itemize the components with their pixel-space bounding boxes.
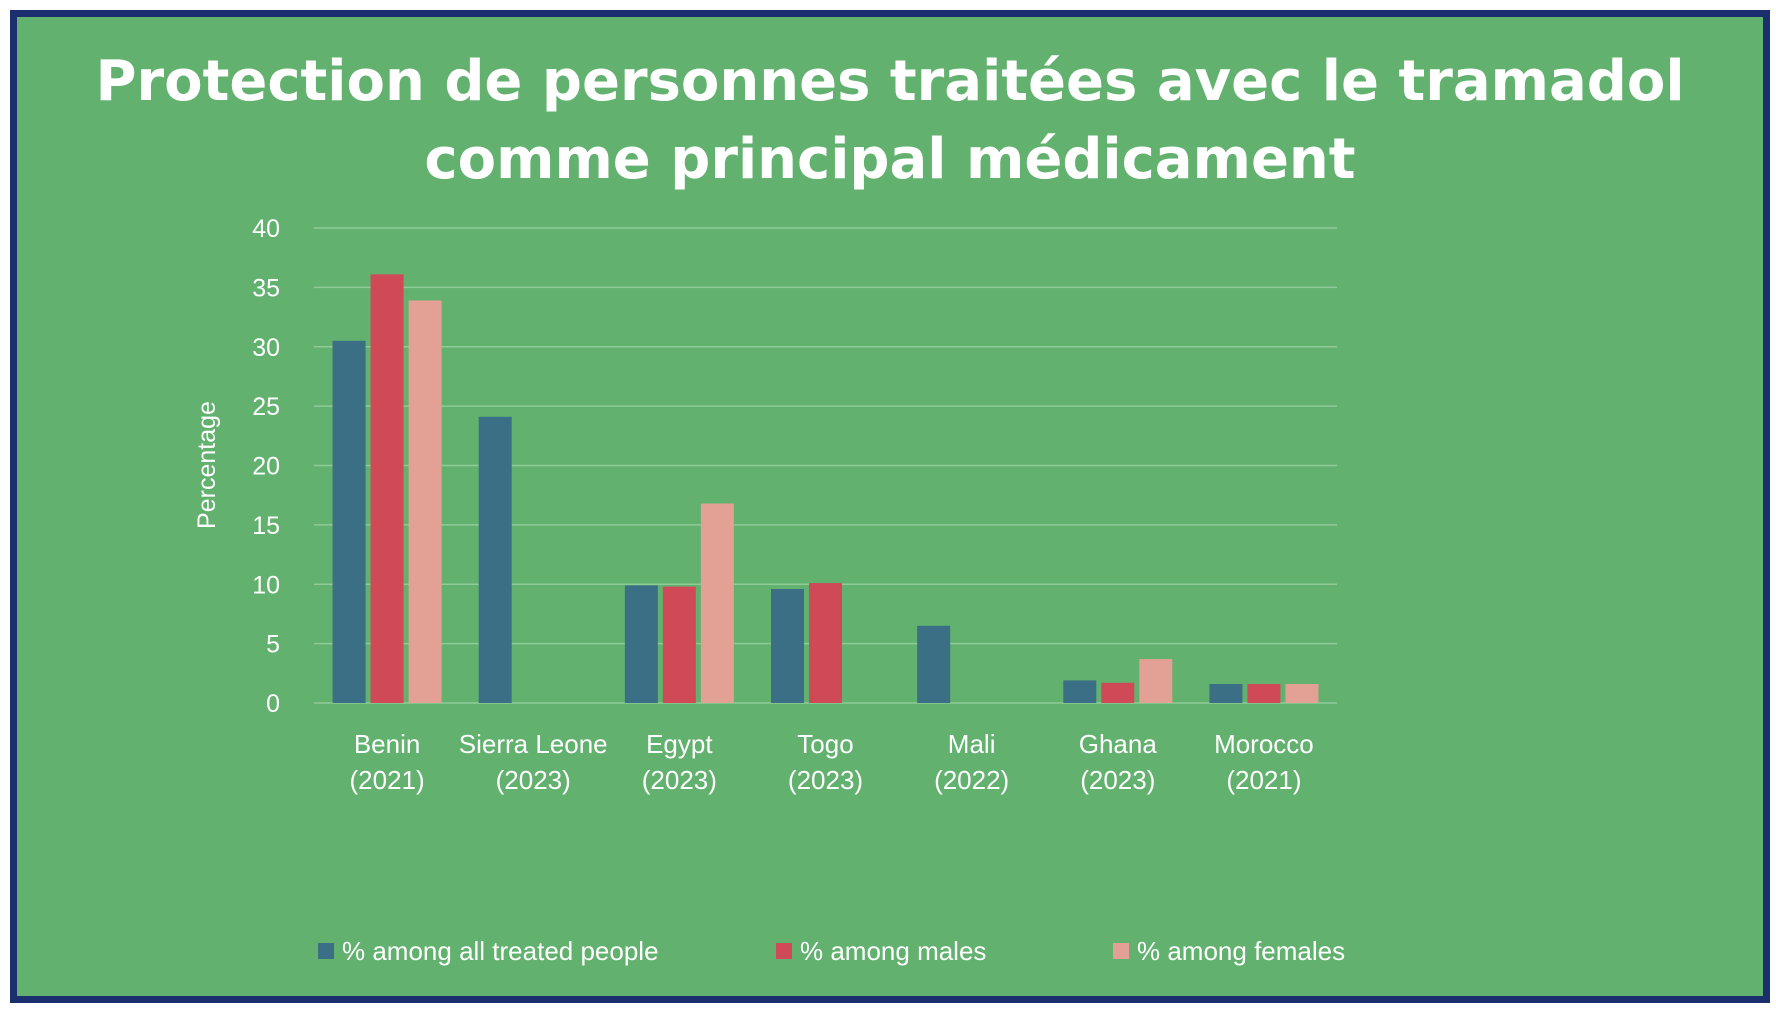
y-tick-label: 40: [252, 215, 280, 243]
legend-swatch: [318, 943, 334, 959]
x-tick-sublabel: (2021): [349, 765, 424, 795]
bar-all: [624, 585, 658, 703]
legend-label: % among all treated people: [342, 936, 659, 966]
legend-swatch: [776, 943, 792, 959]
bar-males: [809, 583, 842, 703]
x-tick-sublabel: (2023): [788, 765, 863, 795]
x-tick-sublabel: (2022): [934, 765, 1009, 795]
x-tick-label: Egypt: [646, 729, 713, 759]
y-tick-label: 5: [266, 631, 280, 659]
chart-title: Protection de personnes traitées avec le…: [95, 49, 1685, 192]
bar-all: [332, 340, 366, 703]
x-tick-label: Togo: [797, 729, 853, 759]
y-tick-label: 25: [252, 393, 280, 421]
x-tick-sublabel: (2023): [642, 765, 717, 795]
legend-label: % among males: [800, 936, 986, 966]
y-tick-label: 0: [266, 690, 280, 718]
y-axis-label: Percentage: [193, 401, 221, 529]
bar-all: [771, 589, 804, 703]
bar-females: [700, 503, 734, 703]
chart-panel: Protection de personnes traitées avec le…: [10, 10, 1770, 1003]
bar-females: [408, 300, 442, 703]
x-tick-label: Benin: [354, 729, 421, 759]
bar-males: [370, 274, 404, 703]
bar-females: [1139, 659, 1173, 703]
y-tick-label: 30: [252, 334, 280, 362]
bar-males: [662, 586, 696, 703]
bar-all: [1063, 680, 1097, 703]
x-tick-label: Sierra Leone: [459, 729, 608, 759]
legend-swatch: [1113, 943, 1129, 959]
y-tick-label: 15: [252, 512, 280, 540]
x-tick-sublabel: (2023): [496, 765, 571, 795]
x-tick-sublabel: (2023): [1080, 765, 1155, 795]
bar-all: [1209, 684, 1243, 703]
x-tick-label: Morocco: [1214, 729, 1314, 759]
x-tick-label: Mali: [948, 729, 996, 759]
legend-label: % among females: [1137, 936, 1345, 966]
bar-males: [1101, 682, 1135, 703]
bar-all: [917, 625, 951, 703]
bar-males: [1247, 684, 1281, 703]
x-tick-label: Ghana: [1079, 729, 1158, 759]
bar-chart: 0 5 10 15 20 25 30 35 40 Percentage Benin (2021) Sie…: [193, 215, 1345, 966]
x-tick-sublabel: (2021): [1226, 765, 1301, 795]
y-tick-label: 35: [252, 274, 280, 302]
y-tick-label: 20: [252, 453, 280, 481]
bar-all: [478, 416, 512, 703]
bar-females: [1285, 684, 1319, 703]
y-tick-label: 10: [252, 571, 280, 599]
